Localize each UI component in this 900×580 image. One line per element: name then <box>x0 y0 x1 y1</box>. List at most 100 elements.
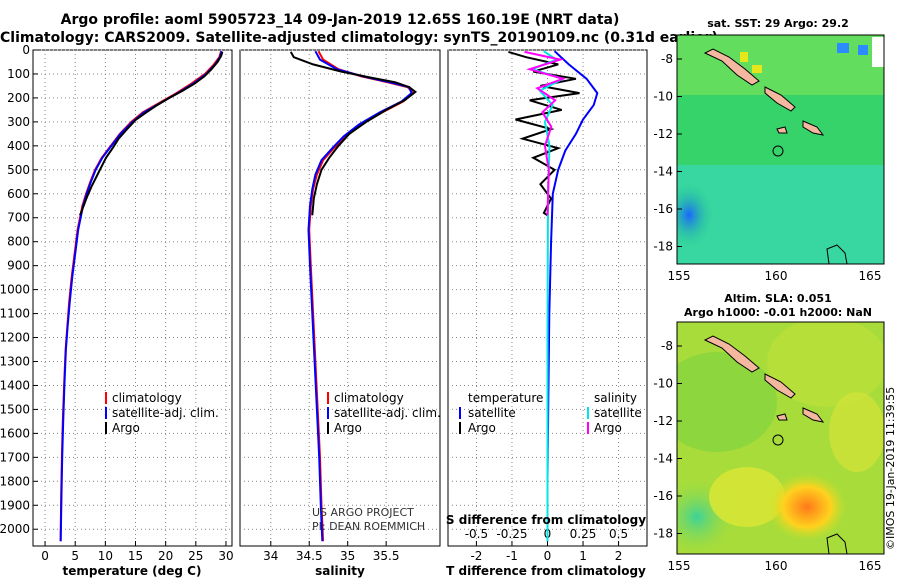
series-line-t-satellite <box>546 50 599 542</box>
y-tick-label: 1000 <box>0 283 30 297</box>
figure-title-line2: Climatology: CARS2009. Satellite-adjuste… <box>0 30 718 46</box>
y-tick-label: 1300 <box>0 354 30 368</box>
y-tick-label: 1800 <box>0 474 30 488</box>
x-tick-label: -1 <box>506 549 518 563</box>
sst-warm-pixel <box>740 52 748 62</box>
salinity-legend: climatology satellite-adj. clim. Argo <box>327 391 441 435</box>
legend-s-satellite: satellite <box>594 406 642 420</box>
temperature-x-axis: 0 5 10 15 20 25 30 <box>41 541 234 563</box>
map-lat-label: -18 <box>653 527 673 541</box>
x-tick-label: 20 <box>158 549 173 563</box>
map-lat-label: -8 <box>661 52 673 66</box>
x-tick-label: 34.5 <box>296 549 323 563</box>
sst-missing-data <box>872 37 884 67</box>
sst-map-lon-axis: 155 160 165 <box>668 269 882 283</box>
sla-field-patch <box>677 352 777 452</box>
y-tick-label: 800 <box>7 235 30 249</box>
sla-map-lat-axis: -8 -10 -12 -14 -16 -18 <box>653 339 682 541</box>
temperature-panel: 0100200300400500600700800900100011001200… <box>0 43 234 578</box>
difference-panel: -2 -1 0 1 2 -0.5 -0.25 0 0.25 0.5 T difference f… <box>446 49 648 578</box>
legend-argo: Argo <box>334 421 362 435</box>
y-tick-label: 900 <box>7 259 30 273</box>
sla-field-patch <box>829 392 884 472</box>
difference-xlabel-top: S difference from climatology <box>446 513 646 527</box>
y-tick-label: 300 <box>7 115 30 129</box>
x-tick-label: 10 <box>98 549 113 563</box>
figure-title-line1: Argo profile: aoml 5905723_14 09-Jan-201… <box>60 12 620 28</box>
legend-title-temperature: temperature <box>468 391 543 405</box>
y-tick-label: 1200 <box>0 331 30 345</box>
salinity-axes-frame <box>239 49 441 547</box>
salinity-diff-tick-label: 0.5 <box>609 527 628 541</box>
difference-legend: temperature salinity satellite Argo sate… <box>459 391 642 435</box>
x-tick-label: 35.5 <box>373 549 400 563</box>
argo-float-marker <box>772 145 784 157</box>
y-tick-label: 1600 <box>0 426 30 440</box>
y-tick-label: 1700 <box>0 450 30 464</box>
legend-t-satellite: satellite <box>468 406 516 420</box>
sst-cold-pixel <box>858 45 868 55</box>
temperature-grid <box>33 49 232 546</box>
sst-map-lat-axis: -8 -10 -12 -14 -16 -18 <box>653 52 682 254</box>
sla-high-patch <box>767 473 847 541</box>
y-tick-label: 1400 <box>0 378 30 392</box>
y-tick-label: 500 <box>7 163 30 177</box>
salinity-x-axis: 34 34.5 35 35.5 <box>263 541 400 563</box>
map-lat-label: -14 <box>653 165 673 179</box>
x-tick-label: 1 <box>579 549 587 563</box>
imos-watermark: ©IMOS 19-Jan-2019 11:39:55 <box>884 386 897 550</box>
y-tick-label: 200 <box>7 91 30 105</box>
map-lat-label: -10 <box>653 377 673 391</box>
x-tick-label: 25 <box>188 549 203 563</box>
map-lon-label: 160 <box>765 269 788 283</box>
temperature-profiles <box>59 50 224 542</box>
sla-map-title: Altim. SLA: 0.051 <box>724 292 831 305</box>
legend-climatology: climatology <box>112 391 182 405</box>
island-shape <box>802 120 825 136</box>
x-tick-label: -2 <box>470 549 482 563</box>
temperature-legend: climatology satellite-adj. clim. Argo <box>105 391 219 435</box>
difference-xlabel: T difference from climatology <box>446 564 646 578</box>
sla-map-frame <box>676 321 885 555</box>
y-tick-label: 700 <box>7 211 30 225</box>
island-shape <box>802 407 825 423</box>
temperature-xlabel: temperature (deg C) <box>63 564 202 578</box>
difference-x-axis: -2 -1 0 1 2 <box>470 541 622 563</box>
salinity-panel: 34 34.5 35 35.5 salinity climatology satell… <box>239 49 441 578</box>
y-tick-label: 600 <box>7 187 30 201</box>
island-shape <box>703 48 760 86</box>
y-tick-label: 1900 <box>0 498 30 512</box>
map-lon-label: 160 <box>765 559 788 573</box>
island-shape <box>703 335 760 373</box>
legend-satellite: satellite-adj. clim. <box>112 406 219 420</box>
sla-map-panel: Altim. SLA: 0.051 Argo h1000: -0.01 h200… <box>653 292 885 573</box>
sla-high-patch <box>709 467 785 527</box>
series-line-argo <box>289 51 418 216</box>
x-tick-label: 34 <box>263 549 278 563</box>
x-tick-label: 15 <box>128 549 143 563</box>
map-lat-label: -12 <box>653 127 673 141</box>
sst-warm-band <box>677 35 884 95</box>
x-tick-label: 5 <box>71 549 79 563</box>
coastline <box>826 533 848 554</box>
y-tick-label: 0 <box>22 43 30 57</box>
map-lat-label: -16 <box>653 489 673 503</box>
legend-t-argo: Argo <box>468 421 496 435</box>
x-tick-label: 0 <box>41 549 49 563</box>
y-tick-label: 2000 <box>0 522 30 536</box>
map-lon-label: 165 <box>859 269 882 283</box>
map-lon-label: 155 <box>668 559 691 573</box>
salinity-profiles <box>289 50 418 542</box>
legend-satellite: satellite-adj. clim. <box>334 406 441 420</box>
argo-float-marker <box>772 434 784 446</box>
temperature-axes-frame <box>32 49 233 547</box>
series-line-argo <box>79 51 224 216</box>
sst-map-panel: sat. SST: 29 Argo: 29.2 -8 -10 -12 -14 -16 -1… <box>653 17 885 283</box>
map-lon-label: 165 <box>859 559 882 573</box>
sla-map-lon-axis: 155 160 165 <box>668 559 882 573</box>
series-line-t-argo <box>508 50 580 217</box>
salinity-diff-tick-label: 0.25 <box>570 527 597 541</box>
map-lat-label: -18 <box>653 240 673 254</box>
y-tick-label: 400 <box>7 139 30 153</box>
